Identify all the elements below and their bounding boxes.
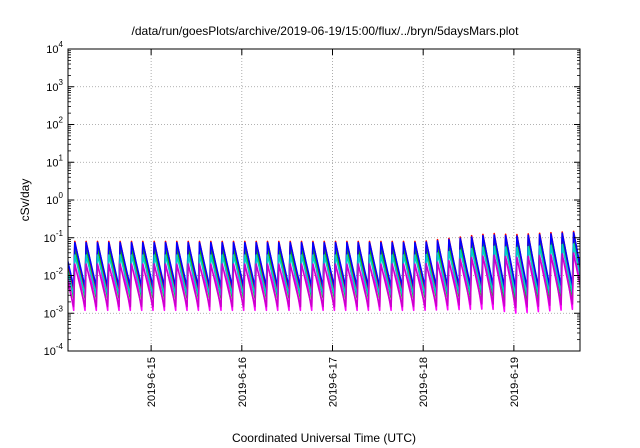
x-tick-label: 2019-6-17 [328,357,340,407]
y-tick-label-base: 10 [46,120,58,132]
y-tick-label-exponent: 4 [59,40,64,49]
y-tick-label-exponent: -2 [56,267,64,276]
y-tick-label: 10-4 [44,342,64,358]
x-tick-label: 2019-6-19 [509,357,521,407]
series-line-6 [68,252,580,309]
y-tick-label-exponent: 3 [59,78,64,87]
y-tick-label-exponent: -3 [56,304,64,313]
x-axis: 2019-6-15 2019-6-16 2019-6-17 2019-6-18 2019… [146,49,521,407]
x-tick-label: 2019-6-15 [146,357,158,407]
y-tick-label: 102 [46,116,63,132]
x-axis-label: Coordinated Universal Time (UTC) [232,431,416,445]
y-tick-label: 10-1 [44,229,64,245]
x-tick-label: 2019-6-16 [237,357,249,407]
y-tick-label: 100 [46,191,63,207]
y-tick-label-exponent: 1 [59,153,64,162]
y-tick-label: 103 [46,78,63,94]
y-tick-label: 104 [46,40,63,56]
y-axis-label: cSv/day [18,179,32,222]
y-tick-label-base: 10 [46,82,58,94]
y-tick-label-base: 10 [44,271,56,283]
y-tick-label: 10-2 [44,267,64,283]
y-tick-label-base: 10 [44,346,56,358]
y-tick-label-base: 10 [44,308,56,320]
y-tick-label-base: 10 [46,44,58,56]
y-tick-label-exponent: -1 [56,229,64,238]
y-tick-label-base: 10 [44,233,56,245]
y-tick-label-exponent: 2 [59,116,64,125]
x-tick-label: 2019-6-18 [418,357,430,407]
y-tick-label: 10-3 [44,304,64,320]
y-tick-label: 101 [46,153,63,169]
series-group [68,230,580,314]
y-tick-label-exponent: -4 [56,342,64,351]
grid [68,49,580,351]
chart-title: /data/run/goesPlots/archive/2019-06-19/1… [132,24,520,38]
y-tick-label-base: 10 [46,195,58,207]
y-tick-label-base: 10 [46,157,58,169]
y-tick-label-exponent: 0 [59,191,64,200]
